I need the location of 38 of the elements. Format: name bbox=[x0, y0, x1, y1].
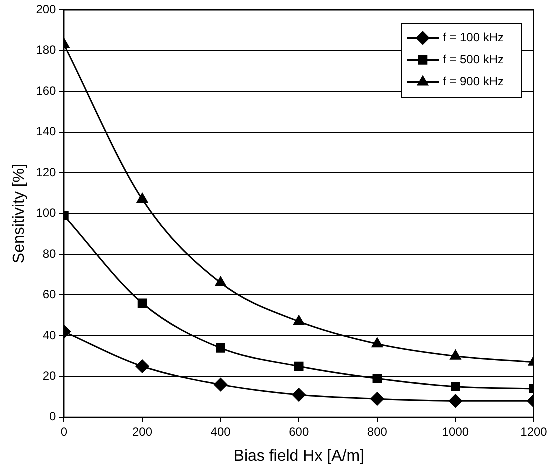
x-axis-title: Bias field Hx [A/m] bbox=[234, 448, 364, 465]
x-tick-label: 600 bbox=[289, 424, 310, 439]
point bbox=[451, 382, 460, 392]
point bbox=[450, 350, 462, 360]
y-tick-label: 200 bbox=[36, 2, 57, 17]
x-tick-label: 0 bbox=[60, 424, 68, 439]
point bbox=[216, 344, 226, 353]
y-tick-label: 160 bbox=[36, 84, 57, 98]
point bbox=[138, 298, 148, 308]
x-tick-label: 200 bbox=[132, 424, 153, 439]
point bbox=[137, 193, 148, 204]
point bbox=[292, 388, 306, 402]
x-tick-label: 1200 bbox=[520, 424, 548, 439]
point bbox=[370, 392, 384, 406]
legend-label: f = 900 kHz bbox=[443, 74, 504, 89]
y-tick-label: 180 bbox=[36, 43, 57, 58]
x-tick-label: 400 bbox=[210, 424, 232, 439]
y-tick-label: 40 bbox=[42, 328, 57, 342]
point bbox=[372, 338, 383, 348]
point bbox=[215, 276, 226, 287]
x-tick-label: 1000 bbox=[442, 424, 470, 439]
y-tick-label: 100 bbox=[36, 206, 57, 220]
y-tick-label: 120 bbox=[36, 165, 57, 180]
point bbox=[294, 315, 305, 326]
y-tick-label: 20 bbox=[42, 368, 57, 383]
point bbox=[372, 374, 382, 384]
y-tick-label: 80 bbox=[42, 246, 57, 261]
point bbox=[294, 362, 304, 372]
legend-label: f = 100 kHz bbox=[443, 30, 504, 45]
y-tick-label: 60 bbox=[42, 288, 57, 302]
y-tick-label: 140 bbox=[36, 124, 57, 139]
point bbox=[448, 394, 462, 408]
y-axis-title: Sensitivity [%] bbox=[11, 164, 28, 264]
point bbox=[214, 378, 228, 392]
x-tick-label: 800 bbox=[367, 424, 388, 439]
legend-label: f = 500 kHz bbox=[443, 52, 504, 67]
point bbox=[136, 360, 150, 374]
y-tick-label: 0 bbox=[50, 410, 57, 424]
